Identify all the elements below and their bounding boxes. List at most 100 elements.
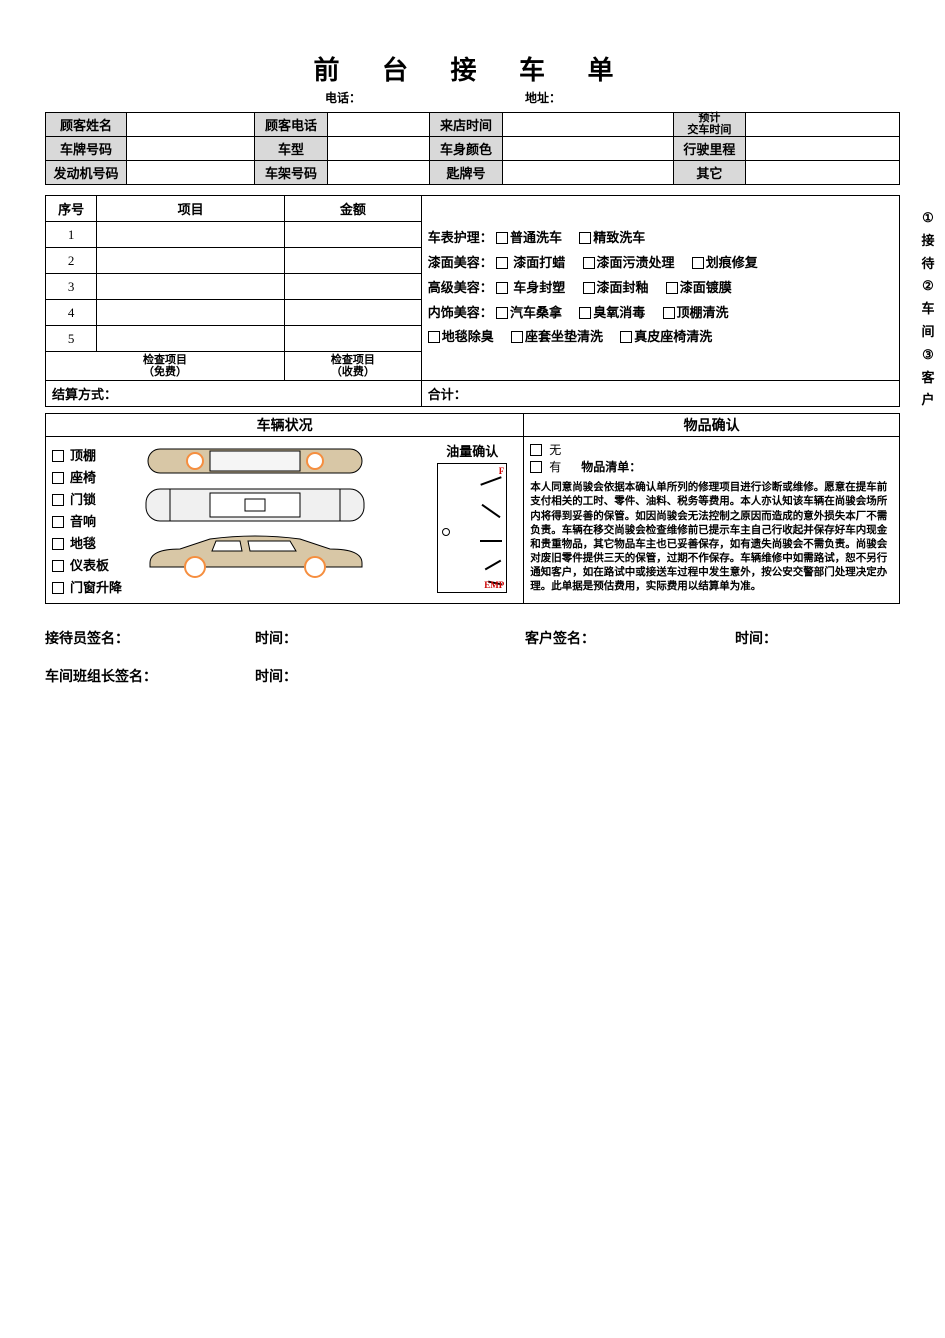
teamleader-time-label[interactable]: 时间： [255, 666, 297, 686]
value-arrive-time[interactable] [502, 113, 673, 137]
opt-scratch[interactable]: 划痕修复 [692, 251, 758, 276]
svc-row-3-amt[interactable] [285, 274, 422, 300]
form-page: 前 台 接 车 单 电话： 地址： 顾客姓名 顾客电话 来店时间 预计交车时间 … [0, 0, 945, 754]
label-expected-time: 预计交车时间 [673, 113, 746, 137]
value-plate[interactable] [127, 137, 255, 161]
fuel-full-label: F [499, 466, 505, 476]
opt-ceiling[interactable]: 顶棚清洗 [663, 301, 729, 326]
condition-table: 车辆状况 物品确认 顶棚 座椅 门锁 音响 地毯 仪表板 门窗升降 [45, 413, 900, 604]
col-no: 序号 [46, 196, 97, 222]
label-other: 其它 [673, 161, 746, 185]
value-customer-name[interactable] [127, 113, 255, 137]
chk-ceiling[interactable]: 顶棚 [52, 445, 132, 464]
check-pay-label: 检查项目（收费） [285, 352, 422, 381]
page-title: 前 台 接 车 单 [45, 50, 900, 87]
fuel-label: 油量确认 [427, 441, 517, 460]
svc-row-3-no: 3 [46, 274, 97, 300]
chk-windows[interactable]: 门窗升降 [52, 577, 132, 596]
vehicle-condition-cell: 顶棚 座椅 门锁 音响 地毯 仪表板 门窗升降 [46, 437, 524, 604]
service-options-panel: 车表护理： 普通洗车 精致洗车 漆面美容： 漆面打蜡 漆面污渍处理 划痕修复 高… [421, 196, 899, 381]
teamleader-sign-label[interactable]: 车间班组长签名： [45, 666, 255, 686]
svc-row-5-no: 5 [46, 326, 97, 352]
opt-have[interactable]: 有 [530, 458, 561, 475]
svc-row-1-amt[interactable] [285, 222, 422, 248]
label-mileage: 行驶里程 [673, 137, 746, 161]
opt-coating[interactable]: 漆面镀膜 [666, 276, 732, 301]
receptionist-time-label[interactable]: 时间： [255, 628, 525, 648]
value-other[interactable] [746, 161, 900, 185]
car-diagrams [140, 441, 419, 599]
svc-row-5-item[interactable] [97, 326, 285, 352]
opt-wax[interactable]: 漆面打蜡 [496, 251, 565, 276]
customer-time-label[interactable]: 时间： [735, 628, 777, 648]
svc-row-5-amt[interactable] [285, 326, 422, 352]
interior-checklist: 顶棚 座椅 门锁 音响 地毯 仪表板 门窗升降 [52, 445, 132, 599]
total-label[interactable]: 合计： [421, 381, 899, 407]
chk-carpet[interactable]: 地毯 [52, 533, 132, 552]
opt-sealant[interactable]: 车身封塑 [496, 276, 565, 301]
settlement-method[interactable]: 结算方式： [46, 381, 422, 407]
label-vin: 车架号码 [255, 161, 328, 185]
heading-vehicle-condition: 车辆状况 [46, 414, 524, 437]
customer-info-table: 顾客姓名 顾客电话 来店时间 预计交车时间 车牌号码 车型 车身颜色 行驶里程 … [45, 112, 900, 185]
sub-header: 电话： 地址： [45, 89, 900, 106]
opt-normal-wash[interactable]: 普通洗车 [496, 226, 562, 251]
chk-dash[interactable]: 仪表板 [52, 555, 132, 574]
chk-audio[interactable]: 音响 [52, 511, 132, 530]
value-key[interactable] [502, 161, 673, 185]
svc-row-4-item[interactable] [97, 300, 285, 326]
label-color: 车身颜色 [430, 137, 503, 161]
fuel-gauge-wrap: 油量确认 F EMP [427, 441, 517, 599]
label-customer-name: 顾客姓名 [46, 113, 127, 137]
opt-carpet[interactable]: 地毯除臭 [428, 325, 494, 350]
opt-seatcover[interactable]: 座套坐垫清洗 [511, 325, 603, 350]
chk-lock[interactable]: 门锁 [52, 489, 132, 508]
svc-row-2-amt[interactable] [285, 248, 422, 274]
label-arrive-time: 来店时间 [430, 113, 503, 137]
item-list-label: 物品清单： [581, 458, 641, 475]
customer-sign-label[interactable]: 客户签名： [525, 628, 735, 648]
telephone-label: 电话： [325, 89, 525, 106]
signature-block: 接待员签名： 时间： 客户签名： 时间： 车间班组长签名： 时间： [45, 628, 900, 686]
svc-row-1-item[interactable] [97, 222, 285, 248]
fuel-empty-label: EMP [484, 580, 504, 590]
side-copy-labels: ① 接 待 ② 车 间 ③ 客 户 [919, 208, 937, 413]
label-customer-phone: 顾客电话 [255, 113, 328, 137]
label-model: 车型 [255, 137, 328, 161]
car-side-icon [140, 529, 370, 579]
fuel-gauge[interactable]: F EMP [437, 463, 507, 593]
opt-leather[interactable]: 真皮座椅清洗 [620, 325, 712, 350]
receptionist-sign-label[interactable]: 接待员签名： [45, 628, 255, 648]
heading-item-confirm: 物品确认 [524, 414, 900, 437]
value-model[interactable] [327, 137, 429, 161]
opt-deluxe-wash[interactable]: 精致洗车 [579, 226, 645, 251]
label-plate: 车牌号码 [46, 137, 127, 161]
opt-group-paint: 漆面美容： 漆面打蜡 漆面污渍处理 划痕修复 [428, 251, 893, 276]
chk-seat[interactable]: 座椅 [52, 467, 132, 486]
value-customer-phone[interactable] [327, 113, 429, 137]
value-expected-time[interactable] [746, 113, 900, 137]
opt-glaze[interactable]: 漆面封釉 [583, 276, 649, 301]
label-engine: 发动机号码 [46, 161, 127, 185]
opt-none[interactable]: 无 [530, 441, 561, 458]
car-top-icon [140, 481, 370, 529]
opt-ozone[interactable]: 臭氧消毒 [579, 301, 645, 326]
opt-group-interior2: 地毯除臭 座套坐垫清洗 真皮座椅清洗 [428, 325, 893, 350]
value-engine[interactable] [127, 161, 255, 185]
svc-row-2-item[interactable] [97, 248, 285, 274]
value-mileage[interactable] [746, 137, 900, 161]
value-vin[interactable] [327, 161, 429, 185]
opt-stain[interactable]: 漆面污渍处理 [583, 251, 675, 276]
svc-row-4-amt[interactable] [285, 300, 422, 326]
svc-row-3-item[interactable] [97, 274, 285, 300]
address-label: 地址： [525, 89, 561, 106]
item-confirm-options: 无 有 物品清单： [530, 441, 893, 475]
col-item: 项目 [97, 196, 285, 222]
value-color[interactable] [502, 137, 673, 161]
opt-sauna[interactable]: 汽车桑拿 [496, 301, 562, 326]
check-free-label: 检查项目（免费） [46, 352, 285, 381]
item-confirm-cell: 无 有 物品清单： 本人同意尚骏会依据本确认单所列的修理项目进行诊断或维修。愿意… [524, 437, 900, 604]
car-bottom-icon [140, 441, 370, 481]
opt-group-surface: 车表护理： 普通洗车 精致洗车 [428, 226, 893, 251]
service-table: 序号 项目 金额 车表护理： 普通洗车 精致洗车 漆面美容： 漆面打蜡 漆面污渍… [45, 195, 900, 407]
